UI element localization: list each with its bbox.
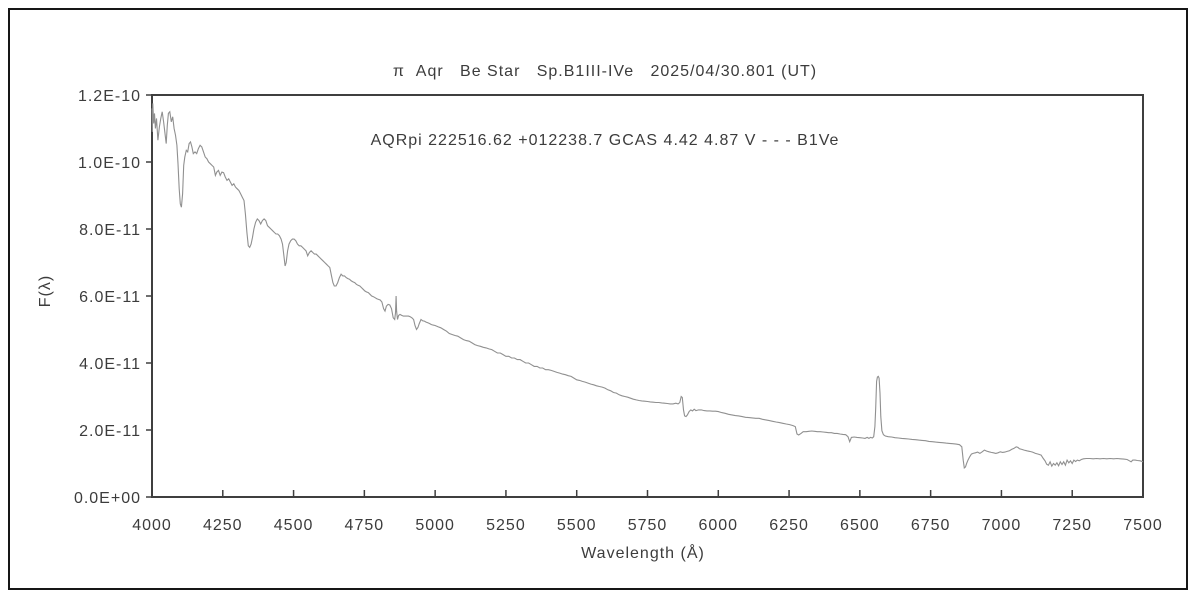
chart-title: π Aqr Be Star Sp.B1III-IVe 2025/04/30.80…	[392, 63, 818, 80]
y-tick-label: 1.2E-10	[78, 88, 141, 105]
x-tick-label: 7250	[1052, 517, 1092, 534]
x-tick-label: 4500	[274, 517, 314, 534]
x-tick-label: 4750	[345, 517, 385, 534]
x-tick-label: 4000	[132, 517, 172, 534]
y-tick-label: 0.0E+00	[74, 490, 141, 507]
x-tick-label: 7000	[982, 517, 1022, 534]
x-tick-label: 6500	[840, 517, 880, 534]
y-tick-label: 1.0E-10	[78, 155, 141, 172]
x-tick-label: 6750	[911, 517, 951, 534]
x-tick-label: 4250	[203, 517, 243, 534]
y-tick-label: 6.0E-11	[79, 289, 141, 306]
chart-subtitle: AQRpi 222516.62 +012238.7 GCAS 4.42 4.87…	[370, 132, 840, 149]
spectrum-line	[151, 103, 1144, 469]
x-tick-label: 7500	[1123, 517, 1163, 534]
chart-header: π Aqr Be Star Sp.B1III-IVe 2025/04/30.80…	[0, 22, 1200, 191]
y-axis-title: F(λ)	[37, 274, 54, 308]
y-tick-label: 8.0E-11	[79, 222, 141, 239]
plot-frame	[151, 94, 1144, 498]
window-border	[8, 8, 1188, 590]
x-tick-label: 5750	[628, 517, 668, 534]
y-tick-label: 2.0E-11	[79, 423, 141, 440]
x-tick-label: 5000	[415, 517, 455, 534]
x-tick-label: 5500	[557, 517, 597, 534]
x-tick-label: 5250	[486, 517, 526, 534]
y-tick-label: 4.0E-11	[79, 356, 141, 373]
x-axis-title: Wavelength (Å)	[581, 545, 705, 562]
x-tick-label: 6250	[769, 517, 809, 534]
x-tick-label: 6000	[698, 517, 738, 534]
